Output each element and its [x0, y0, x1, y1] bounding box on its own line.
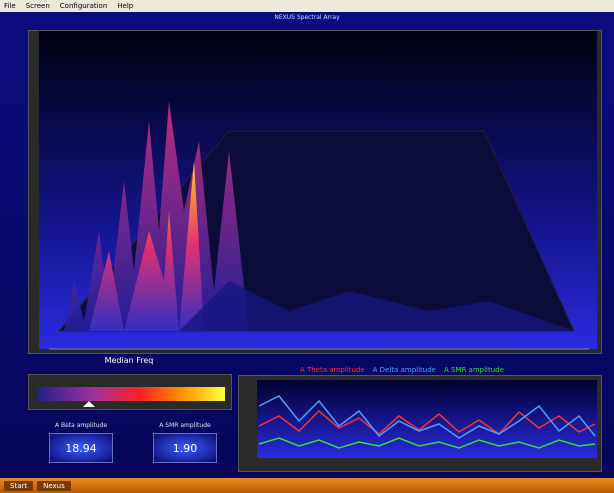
legend-entry: A SMR amplitude — [443, 366, 504, 374]
meter: A SMR amplitude 1.90 — [144, 420, 226, 466]
main-window: NEXUS Spectral Array Median Freq — [0, 12, 614, 478]
menu-item[interactable]: Help — [117, 2, 134, 10]
trend-line — [258, 395, 596, 439]
legend-entry: A Delta amplitude — [372, 366, 436, 374]
meter-value: 1.90 — [153, 433, 217, 463]
trend-line — [258, 437, 596, 449]
spectral-panel — [28, 30, 602, 354]
surface-peaks — [89, 161, 204, 331]
trend-background — [257, 380, 597, 458]
trend-line — [258, 409, 596, 435]
meter-label: A Beta amplitude — [54, 422, 108, 429]
window-title: NEXUS Spectral Array — [274, 14, 340, 21]
color-scale-panel — [28, 374, 232, 410]
spectral-surface — [39, 31, 597, 350]
surface-peaks — [64, 101, 249, 331]
color-bar — [37, 387, 225, 401]
menu-item[interactable]: Screen — [25, 2, 50, 10]
taskbar-button[interactable]: Start — [4, 480, 34, 491]
menu-bar: File Screen Configuration Help — [0, 0, 614, 12]
meter-value: 18.94 — [49, 433, 113, 463]
slider-marker[interactable] — [83, 401, 95, 407]
legend-entry: A Theta amplitude — [300, 366, 365, 374]
legend: A Theta amplitude A Delta amplitude A SM… — [300, 366, 504, 374]
meter-label: A SMR amplitude — [159, 422, 211, 429]
color-scale — [37, 387, 225, 407]
trend-panel — [238, 375, 602, 472]
trend-chart — [257, 380, 597, 458]
meter: A Beta amplitude 18.94 — [40, 420, 122, 466]
menu-item[interactable]: File — [4, 2, 16, 10]
menu-item[interactable]: Configuration — [59, 2, 108, 10]
taskbar: Start Nexus — [0, 478, 614, 493]
median-freq-title: Median Freq — [104, 356, 154, 365]
surface-ridge — [179, 281, 574, 331]
taskbar-button[interactable]: Nexus — [37, 480, 71, 491]
